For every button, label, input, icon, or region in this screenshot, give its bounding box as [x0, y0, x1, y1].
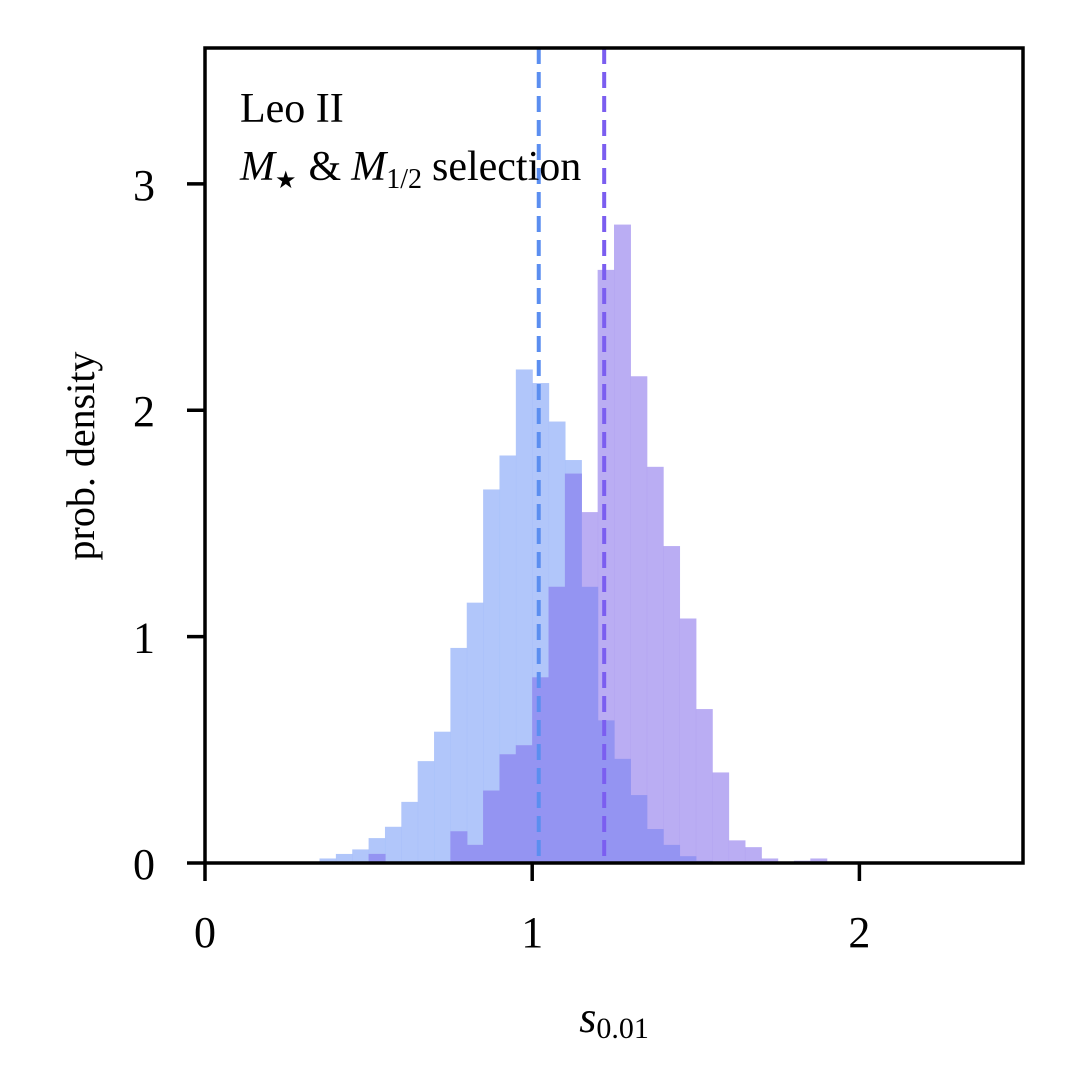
- annotation-m-star-symbol: M: [239, 144, 277, 190]
- overlap-bar: [679, 856, 697, 863]
- series-mstar-mhalf-bars: [368, 224, 828, 864]
- histogram-bar: [384, 826, 402, 863]
- y-axis-title: prob. density: [58, 352, 103, 561]
- histogram-bar: [646, 466, 664, 863]
- histogram-bar: [679, 618, 697, 863]
- x-tick-label: 2: [848, 908, 870, 957]
- plot-frame: [203, 46, 1025, 865]
- overlap-bar: [646, 829, 664, 863]
- histogram-bar: [450, 647, 468, 863]
- overlap-bar: [548, 586, 566, 863]
- overlap-bar: [581, 586, 599, 863]
- histogram-bar: [417, 761, 435, 863]
- histogram-bar: [728, 840, 746, 863]
- overlap-bar: [515, 745, 533, 863]
- histogram-bar: [401, 801, 419, 863]
- histogram-bar: [695, 709, 713, 863]
- histogram-bar: [319, 858, 337, 863]
- overlap-bar: [368, 853, 386, 863]
- histogram-bar: [434, 731, 451, 863]
- histogram-bar: [630, 376, 648, 863]
- x-axis-title-sub: 0.01: [596, 1012, 649, 1045]
- histogram-bar: [614, 224, 631, 864]
- overlap-bar: [614, 758, 631, 863]
- histogram-bar: [515, 369, 533, 863]
- x-axis-title-base: s: [579, 993, 596, 1042]
- annotation-star-subscript: ★: [275, 168, 297, 194]
- histogram-bar: [352, 849, 370, 863]
- y-axis-ticks: 0 1 2 3: [133, 161, 205, 889]
- histogram-bar: [466, 602, 484, 863]
- overlap-bar: [597, 720, 615, 863]
- y-tick-label: 3: [133, 161, 155, 210]
- histogram-bar: [744, 847, 762, 863]
- overlap-bar: [483, 790, 501, 863]
- y-tick-label: 0: [133, 840, 155, 889]
- annotation-selection-word: selection: [432, 144, 581, 190]
- histogram-bar: [483, 489, 501, 863]
- annotation-selection: M★ & M1/2 selection: [239, 144, 581, 195]
- y-tick-label: 2: [133, 387, 155, 436]
- median-lines: [536, 48, 607, 863]
- annotation-m-half-symbol: M: [350, 144, 388, 190]
- x-axis-title: s0.01: [579, 993, 649, 1045]
- annotation-amp: &: [309, 144, 342, 190]
- x-tick-label: 1: [521, 908, 543, 957]
- overlap-bar: [466, 844, 484, 863]
- overlap-bar: [663, 844, 681, 863]
- annotation-galaxy: Leo II: [240, 86, 344, 132]
- overlap-bar: [499, 754, 517, 863]
- histogram-bar: [335, 853, 353, 863]
- overlap-bar: [450, 831, 468, 863]
- annotation-half-subscript: 1/2: [386, 164, 422, 195]
- histogram-bar: [663, 546, 681, 863]
- histogram-bar: [761, 858, 779, 863]
- y-tick-label: 1: [133, 614, 155, 663]
- overlap-bar: [564, 473, 582, 863]
- overlap-bar: [630, 795, 648, 863]
- x-axis-ticks: 0 1 2: [194, 863, 870, 957]
- histogram-bar: [810, 858, 828, 863]
- x-tick-label: 0: [194, 908, 216, 957]
- histogram-bar: [712, 772, 730, 863]
